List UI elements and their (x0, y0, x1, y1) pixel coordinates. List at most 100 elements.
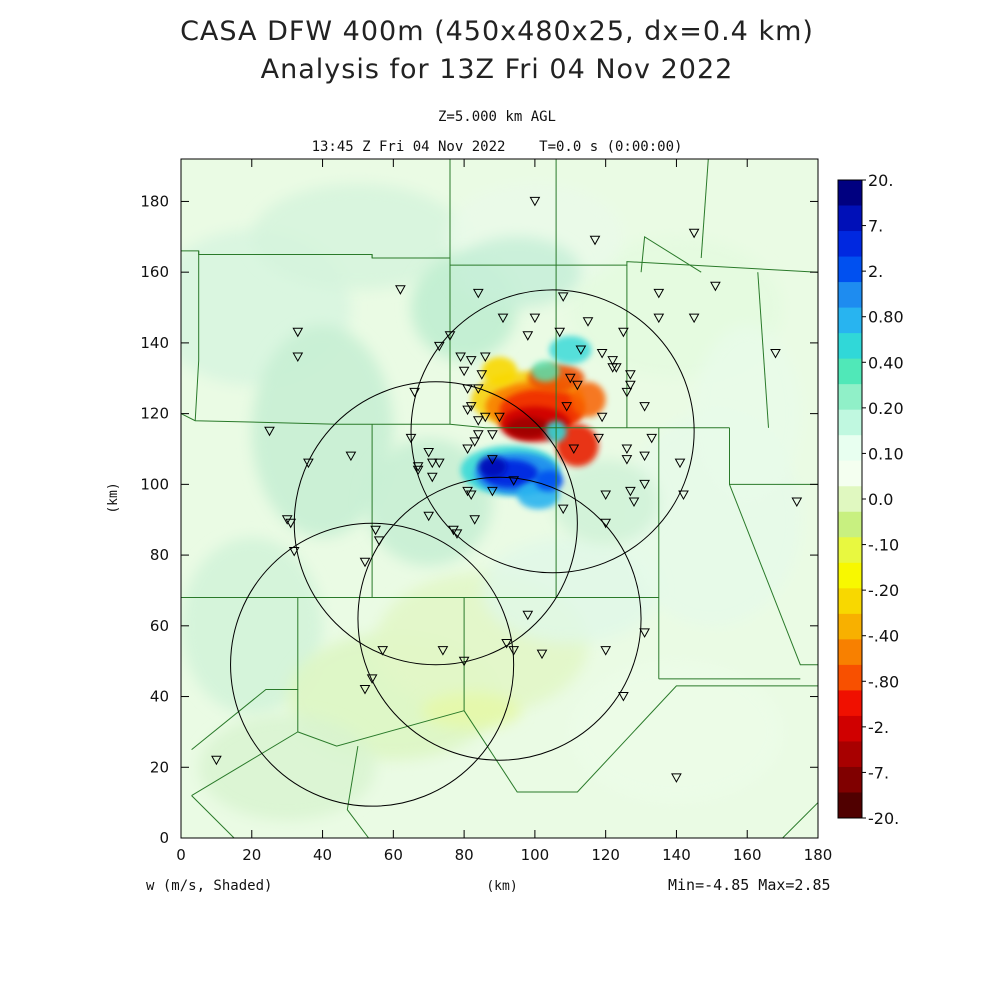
station-marker (487, 486, 498, 497)
y-tick-label: 100 (140, 475, 169, 493)
station-marker (211, 755, 222, 766)
x-tick-label: 20 (242, 846, 261, 864)
station-marker (621, 455, 633, 465)
station-marker (366, 674, 378, 684)
station-marker (639, 451, 650, 462)
colorbar-label: 0.10 (868, 444, 904, 463)
county-line (757, 272, 769, 428)
station-marker (688, 228, 700, 239)
colorbar-swatch (838, 715, 862, 742)
field-blob (421, 693, 521, 729)
field-blob (534, 470, 564, 492)
station-marker (426, 472, 438, 483)
county-line (194, 250, 200, 421)
station-marker (554, 327, 566, 338)
colorbar-label: -.80 (868, 672, 899, 691)
field-blob (478, 456, 507, 478)
chart-title-line2: Analysis for 13Z Fri 04 Nov 2022 (261, 54, 734, 85)
station-marker (618, 692, 629, 702)
station-marker (377, 646, 389, 656)
station-marker (508, 646, 520, 656)
y-tick-label: 180 (140, 192, 169, 210)
station-marker (423, 511, 435, 522)
y-tick-label: 20 (150, 758, 169, 776)
colorbar-label: -20. (868, 809, 899, 828)
station-marker (469, 515, 481, 525)
field-blob (251, 325, 394, 538)
station-marker (678, 490, 689, 501)
colorbar-swatch (838, 231, 862, 258)
y-tick-label: 40 (150, 688, 169, 706)
field-blob (198, 714, 376, 821)
colorbar-swatch (838, 205, 862, 232)
station-marker (710, 281, 721, 292)
y-tick-label: 0 (159, 829, 169, 847)
x-tick-label: 0 (176, 846, 186, 864)
x-tick-label: 60 (384, 846, 403, 864)
station-marker (412, 465, 424, 476)
radar-range-rings (230, 289, 695, 807)
station-marker (674, 458, 686, 469)
radar-range-ring (410, 289, 695, 574)
station-marker (589, 235, 601, 246)
station-marker (600, 646, 612, 656)
station-marker (625, 370, 636, 380)
colorbar-swatch (838, 741, 862, 768)
station-marker (572, 380, 583, 391)
colorbar-label: -2. (868, 718, 889, 737)
station-marker (437, 646, 449, 656)
county-line (700, 159, 709, 259)
station-marker (359, 685, 371, 695)
station-marker (646, 433, 658, 444)
colorbar-swatch (838, 180, 862, 207)
station-marker (600, 518, 612, 529)
station-marker (557, 292, 569, 302)
station-marker (292, 327, 304, 338)
x-axis: 0 20 40 60 80 100 120 140 160 180 (176, 159, 832, 864)
y-tick-label: 160 (140, 263, 169, 281)
colorbar-swatch (838, 282, 862, 309)
county-line (729, 484, 818, 666)
colorbar-swatch (838, 460, 862, 487)
station-marker (582, 317, 594, 327)
variable-label: w (m/s, Shaded) (146, 878, 272, 894)
station-marker (264, 426, 275, 437)
station-marker (472, 288, 484, 299)
radar-range-ring (357, 476, 642, 761)
county-line (191, 795, 235, 838)
county-boundaries (181, 159, 818, 838)
colorbar-label: -.10 (868, 536, 899, 555)
station-markers (211, 196, 803, 783)
station-marker (469, 437, 481, 447)
station-marker (625, 486, 636, 497)
station-marker (373, 536, 385, 546)
x-tick-label: 180 (804, 846, 833, 864)
station-marker (395, 285, 406, 295)
colorbar-swatch (838, 690, 862, 717)
station-marker (529, 313, 541, 324)
field-blob (552, 459, 659, 545)
y-tick-label: 120 (140, 405, 169, 423)
y-tick-label: 80 (150, 546, 169, 564)
station-marker (479, 352, 491, 363)
colorbar-swatch (838, 588, 862, 615)
colorbar-swatch (838, 511, 862, 538)
station-marker (671, 773, 682, 783)
station-marker (529, 196, 541, 207)
station-marker (292, 352, 304, 363)
colorbar: 20. 7. 2. 0.80 0.40 0.20 0.10 0.0 -.10 -.20 -.40 -.… (837, 171, 904, 828)
colorbar-swatch (838, 435, 862, 462)
station-marker (458, 656, 470, 667)
plot-frame (180, 158, 819, 839)
station-marker (639, 628, 650, 638)
station-marker (462, 405, 473, 416)
station-marker (487, 430, 498, 440)
station-marker (575, 345, 587, 356)
station-marker (600, 490, 612, 501)
county-line (640, 235, 702, 273)
county-line (463, 685, 818, 793)
station-marker (359, 557, 371, 568)
station-marker (412, 462, 424, 472)
y-axis: 0 20 40 60 80 100 120 140 160 180 (140, 192, 818, 847)
station-marker (596, 349, 608, 359)
